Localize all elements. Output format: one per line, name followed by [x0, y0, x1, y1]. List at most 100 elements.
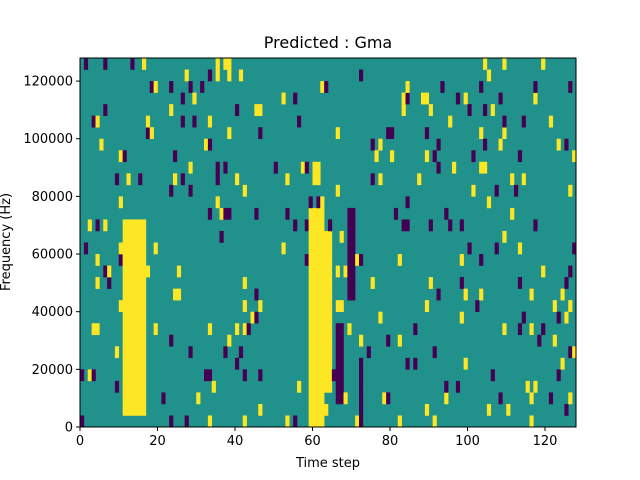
heatmap-cell [316, 230, 321, 243]
heatmap-cell [142, 380, 147, 393]
heatmap-cell [320, 277, 325, 289]
heatmap-cell [463, 92, 468, 105]
heatmap-cell [428, 104, 433, 116]
heatmap-cell [486, 403, 492, 416]
heatmap-cell [142, 242, 147, 255]
heatmap-cell [320, 230, 325, 243]
heatmap-cell [83, 242, 89, 255]
heatmap-cell [204, 138, 209, 151]
heatmap-cell [335, 357, 340, 370]
heatmap-cell [169, 334, 174, 347]
heatmap-cell [339, 357, 344, 370]
heatmap-cell [572, 150, 577, 163]
heatmap-cell [126, 311, 131, 324]
heatmap-cell [335, 127, 340, 140]
heatmap-cell [316, 161, 321, 174]
heatmap-cell [339, 369, 344, 382]
heatmap-cell [359, 334, 364, 347]
heatmap-cell [343, 392, 348, 405]
heatmap-cell [533, 219, 538, 232]
heatmap-cell [134, 380, 139, 393]
heatmap-cell [568, 265, 573, 278]
heatmap-cell [316, 196, 321, 209]
heatmap-cell [320, 311, 325, 324]
heatmap-cell [308, 346, 313, 359]
heatmap-cell [126, 357, 131, 370]
heatmap-cell [424, 300, 430, 312]
heatmap-cell [293, 415, 298, 428]
heatmap-cell [320, 81, 325, 93]
heatmap-cell [95, 277, 100, 289]
heatmap-cell [142, 346, 147, 359]
heatmap-cell [502, 323, 507, 336]
heatmap-cell [134, 346, 139, 359]
heatmap-cell [316, 357, 321, 370]
heatmap-cell [316, 380, 321, 393]
heatmap-cell [107, 277, 112, 289]
heatmap-cell [250, 311, 255, 324]
heatmap-cell [316, 392, 321, 405]
x-tick-label: 120 [533, 434, 558, 449]
heatmap-cell [188, 184, 193, 197]
heatmap-cell [475, 300, 480, 312]
heatmap-cell [467, 104, 472, 116]
heatmap-cell [378, 311, 383, 324]
heatmap-cell [525, 380, 530, 393]
heatmap-cell [479, 161, 484, 174]
heatmap-cell [138, 219, 143, 232]
heatmap-cell [180, 173, 185, 186]
heatmap-cell [452, 161, 457, 174]
heatmap-cell [517, 277, 523, 289]
heatmap-cell [130, 380, 135, 393]
heatmap-cell [215, 173, 220, 186]
heatmap-cell [556, 138, 561, 151]
heatmap-cell [285, 415, 290, 428]
heatmap-cell [126, 300, 131, 312]
heatmap-cell [328, 230, 333, 243]
plot-frame [79, 57, 577, 428]
heatmap-cell [347, 254, 352, 266]
heatmap-cell [138, 346, 143, 359]
heatmap-cell [335, 334, 340, 347]
heatmap-cell [568, 300, 573, 312]
heatmap-cell [393, 207, 399, 220]
heatmap-cell [169, 415, 174, 428]
heatmap-cell [568, 81, 573, 93]
heatmap-cell [130, 357, 135, 370]
heatmap-cell [122, 380, 127, 393]
heatmap-cell [517, 242, 523, 255]
heatmap-cell [242, 323, 247, 336]
heatmap-cell [405, 92, 410, 105]
heatmap-cell [308, 254, 313, 266]
heatmap-cell [122, 288, 127, 301]
heatmap-cell [490, 104, 495, 116]
heatmap-cell [459, 277, 464, 289]
heatmap-cell [80, 369, 85, 382]
heatmap-cell [246, 323, 251, 336]
heatmap-cell [324, 300, 329, 312]
heatmap-cell [506, 403, 511, 416]
heatmap-cell [138, 392, 143, 405]
heatmap-cell [169, 184, 174, 197]
heatmap-cell [316, 254, 321, 266]
heatmap-cell [312, 403, 317, 416]
y-tick-label: 60000 [32, 248, 73, 263]
heatmap-cell [227, 58, 232, 70]
heatmap-cell [215, 196, 220, 209]
heatmap-cell [312, 219, 317, 232]
heatmap-cell [386, 334, 391, 347]
heatmap-cell [479, 288, 484, 301]
heatmap-cell [320, 380, 325, 393]
heatmap-cell [281, 92, 286, 105]
heatmap-cell [308, 311, 313, 324]
heatmap-cell [529, 415, 534, 428]
heatmap-cell [343, 265, 348, 278]
heatmap-cell [521, 115, 526, 128]
heatmap-cell [378, 138, 383, 151]
heatmap-cell [258, 104, 263, 116]
heatmap-cell [463, 357, 468, 370]
heatmap-cell [324, 323, 329, 336]
heatmap-cell [312, 346, 317, 359]
heatmap-cell [215, 69, 220, 82]
heatmap-cell [459, 311, 464, 324]
